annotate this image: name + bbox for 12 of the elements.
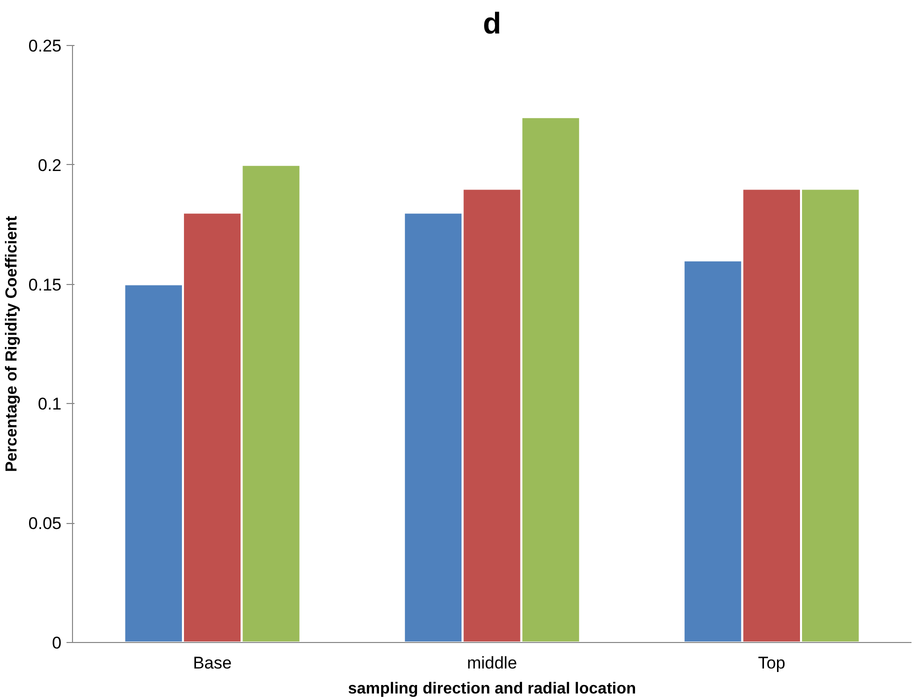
chart-title: d [482,8,502,40]
y-tick-label: 0.1 [38,394,62,414]
y-tick-label: 0.05 [28,514,62,534]
y-tick-label: 0.15 [28,275,62,294]
x-axis-title: sampling direction and radial location [348,680,636,698]
x-tick-label: middle [466,654,518,672]
y-tick-label: 0.25 [28,36,62,56]
x-tick-label: Top [758,654,786,672]
y-tick-label: 0 [52,634,62,652]
x-tick-label: Base [192,654,232,672]
y-axis-title: Percentage of Rigidity Coefficient [3,215,20,472]
y-tick-label: 0.2 [38,156,62,175]
